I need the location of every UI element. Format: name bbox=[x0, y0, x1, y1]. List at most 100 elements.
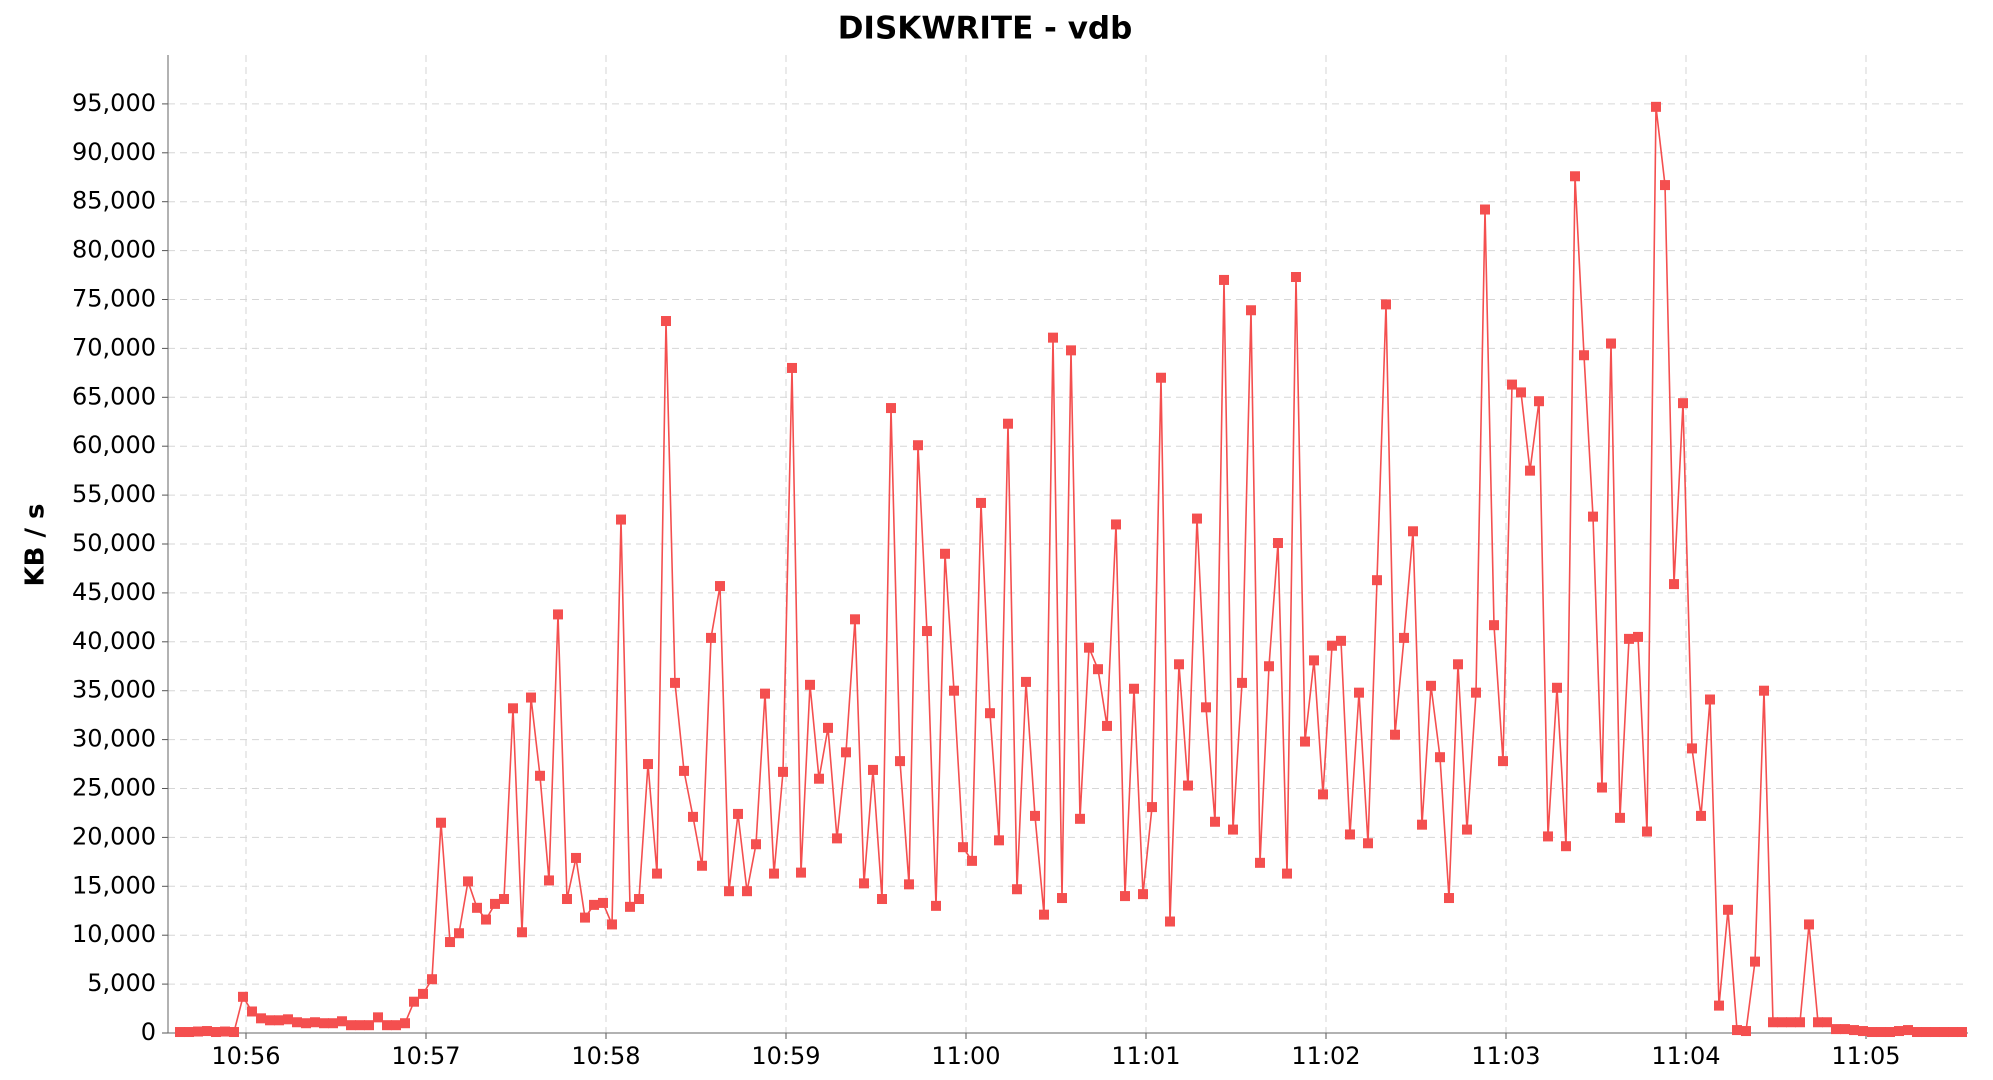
data-point bbox=[1282, 868, 1292, 879]
data-point bbox=[1435, 752, 1445, 763]
data-point bbox=[616, 514, 626, 525]
data-point bbox=[1732, 1025, 1742, 1036]
data-point bbox=[1678, 398, 1688, 409]
data-point bbox=[409, 996, 419, 1007]
data-point bbox=[895, 756, 905, 767]
data-point bbox=[1561, 841, 1571, 852]
data-point bbox=[1039, 909, 1049, 920]
data-point bbox=[913, 440, 923, 451]
data-point bbox=[904, 879, 914, 890]
data-point bbox=[1885, 1027, 1895, 1038]
data-point bbox=[220, 1026, 230, 1037]
data-point bbox=[292, 1017, 302, 1028]
data-point bbox=[184, 1027, 194, 1038]
data-point bbox=[688, 811, 698, 822]
data-point bbox=[805, 679, 815, 690]
data-point bbox=[283, 1014, 293, 1025]
y-axis-label: KB / s bbox=[21, 503, 51, 586]
data-point bbox=[1462, 824, 1472, 835]
data-point bbox=[1858, 1026, 1868, 1037]
data-point bbox=[1174, 659, 1184, 670]
data-point bbox=[1804, 919, 1814, 930]
data-point bbox=[742, 886, 752, 897]
y-tick-label: 85,000 bbox=[72, 187, 156, 215]
y-tick-label: 40,000 bbox=[72, 627, 156, 655]
data-point bbox=[985, 708, 995, 719]
data-point bbox=[1012, 884, 1022, 895]
data-point bbox=[1264, 661, 1274, 672]
data-point bbox=[211, 1027, 221, 1038]
y-tick-label: 95,000 bbox=[72, 89, 156, 117]
data-point bbox=[1084, 642, 1094, 653]
data-point bbox=[922, 626, 932, 637]
data-point bbox=[796, 867, 806, 878]
data-point bbox=[202, 1026, 212, 1037]
data-point bbox=[1696, 810, 1706, 821]
data-point bbox=[355, 1020, 365, 1031]
data-point bbox=[697, 860, 707, 871]
data-point bbox=[580, 912, 590, 923]
data-point bbox=[625, 901, 635, 912]
data-point bbox=[1219, 274, 1229, 285]
data-point bbox=[553, 609, 563, 620]
data-point bbox=[1165, 916, 1175, 927]
data-point bbox=[1552, 682, 1562, 693]
data-point bbox=[1201, 702, 1211, 713]
data-point bbox=[1246, 305, 1256, 316]
data-point bbox=[1237, 677, 1247, 688]
data-point bbox=[859, 878, 869, 889]
data-point bbox=[1345, 829, 1355, 840]
data-point bbox=[733, 808, 743, 819]
data-point bbox=[1093, 664, 1103, 675]
data-point bbox=[1228, 824, 1238, 835]
data-point bbox=[1156, 372, 1166, 383]
data-point bbox=[256, 1013, 266, 1024]
y-tick-label: 5,000 bbox=[87, 969, 156, 997]
data-point bbox=[1309, 655, 1319, 666]
data-point bbox=[769, 868, 779, 879]
data-point bbox=[1597, 782, 1607, 793]
data-point bbox=[1192, 513, 1202, 524]
y-tick-label: 25,000 bbox=[72, 774, 156, 802]
data-point bbox=[1777, 1017, 1787, 1028]
data-point bbox=[1624, 633, 1634, 644]
data-point bbox=[265, 1015, 275, 1026]
data-point bbox=[607, 919, 617, 930]
data-point bbox=[535, 770, 545, 781]
data-point bbox=[1030, 810, 1040, 821]
data-point bbox=[1210, 816, 1220, 827]
data-point bbox=[337, 1016, 347, 1027]
data-point bbox=[1768, 1017, 1778, 1028]
x-tick-label: 11:05 bbox=[1831, 1042, 1900, 1070]
x-tick-label: 11:04 bbox=[1651, 1042, 1720, 1070]
data-point bbox=[1471, 687, 1481, 698]
data-point bbox=[1534, 396, 1544, 407]
data-point bbox=[1003, 418, 1013, 429]
data-point bbox=[1048, 332, 1058, 343]
data-point bbox=[760, 688, 770, 699]
data-point bbox=[1894, 1026, 1904, 1037]
y-tick-label: 30,000 bbox=[72, 725, 156, 753]
y-tick-label: 35,000 bbox=[72, 676, 156, 704]
data-point bbox=[1066, 345, 1076, 356]
y-tick-label: 75,000 bbox=[72, 285, 156, 313]
data-point bbox=[1129, 683, 1139, 694]
data-point bbox=[841, 747, 851, 758]
data-point bbox=[1120, 891, 1130, 902]
data-point bbox=[1543, 831, 1553, 842]
data-point bbox=[238, 991, 248, 1002]
data-point bbox=[1912, 1027, 1922, 1038]
data-point bbox=[877, 894, 887, 905]
data-point bbox=[301, 1018, 311, 1029]
data-point bbox=[1705, 694, 1715, 705]
data-point bbox=[1849, 1025, 1859, 1036]
data-point bbox=[832, 833, 842, 844]
y-tick-label: 65,000 bbox=[72, 382, 156, 410]
data-point bbox=[643, 759, 653, 770]
y-tick-label: 80,000 bbox=[72, 236, 156, 264]
data-point bbox=[1642, 826, 1652, 837]
data-line bbox=[180, 106, 1962, 1033]
data-point bbox=[481, 914, 491, 925]
data-point bbox=[661, 316, 671, 327]
